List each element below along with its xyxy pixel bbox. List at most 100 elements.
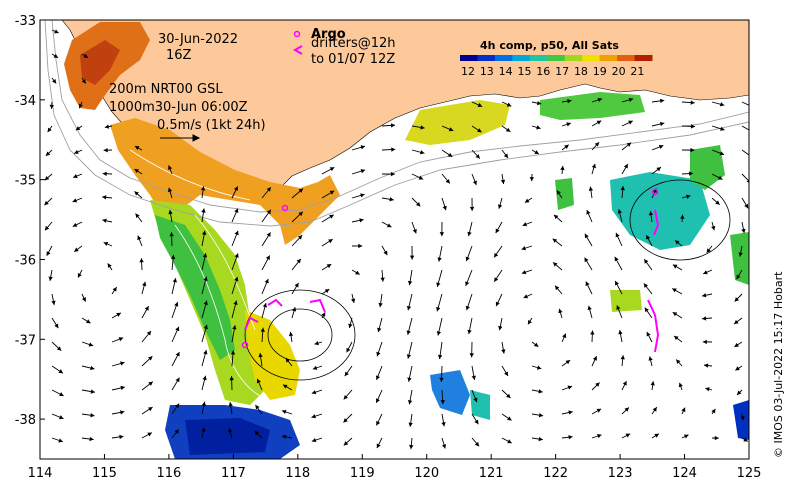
current-arrow — [529, 173, 535, 182]
current-arrow — [527, 317, 533, 325]
current-arrow — [134, 191, 143, 199]
current-arrow — [678, 382, 683, 391]
current-arrow — [590, 330, 595, 343]
current-arrow — [493, 245, 503, 258]
current-arrow — [321, 238, 333, 247]
current-arrow — [523, 293, 533, 299]
contour-200m — [51, 20, 749, 213]
sst-patch-northwest-inner — [80, 40, 120, 85]
current-arrow — [72, 221, 83, 227]
current-arrow — [81, 436, 94, 442]
current-arrow — [531, 389, 543, 394]
sst-patch-eddy-yellow — [245, 310, 300, 400]
current-arrow — [200, 186, 206, 199]
current-arrow — [321, 190, 335, 199]
current-arrow — [437, 341, 443, 360]
current-arrow — [137, 235, 143, 247]
sst-patch-mid-coast — [405, 100, 510, 145]
current-arrow — [741, 173, 749, 183]
current-arrow — [436, 293, 443, 312]
current-arrow — [531, 125, 541, 130]
x-tick-label: 116 — [156, 466, 181, 481]
current-arrow — [439, 365, 444, 382]
current-arrow — [467, 317, 473, 335]
current-arrow — [103, 241, 113, 247]
current-arrow — [591, 408, 602, 415]
current-arrow — [621, 407, 630, 415]
current-arrow — [701, 293, 713, 298]
argo-float-marker — [241, 341, 249, 349]
current-arrow — [261, 278, 269, 295]
colorbar-title: 4h comp, p50, All Sats — [480, 39, 619, 52]
sst-patch-south-mid — [430, 370, 470, 415]
drifter-track — [267, 298, 283, 307]
current-arrow — [51, 53, 59, 59]
current-arrow — [228, 402, 233, 415]
current-arrow — [51, 365, 64, 374]
current-arrow — [531, 365, 542, 370]
current-arrow — [617, 209, 623, 223]
current-arrow — [558, 308, 563, 319]
current-arrow — [170, 254, 176, 271]
sst-patch-east-cyan — [610, 172, 710, 250]
current-arrow — [531, 149, 540, 155]
current-arrow — [646, 331, 653, 343]
current-arrow — [256, 378, 263, 391]
current-arrow — [411, 197, 421, 207]
x-tick-label: 117 — [221, 466, 246, 481]
current-arrow — [651, 406, 658, 415]
current-arrow — [561, 435, 573, 440]
current-arrow — [681, 171, 694, 176]
x-tick-label: 115 — [92, 466, 117, 481]
current-arrow — [501, 437, 512, 444]
current-arrow — [621, 97, 634, 103]
current-arrow — [321, 166, 335, 175]
current-arrow — [171, 351, 180, 367]
sst-patch-east-small — [610, 290, 642, 312]
current-arrow — [736, 269, 743, 280]
drifter-tracks — [244, 209, 660, 353]
sst-patch-east-green — [690, 145, 725, 190]
current-arrow — [134, 145, 143, 151]
current-arrow — [141, 330, 152, 343]
current-arrow — [703, 269, 713, 275]
current-arrow — [51, 293, 56, 306]
current-arrow — [498, 317, 503, 331]
current-arrow — [409, 245, 415, 260]
current-arrow — [44, 197, 53, 206]
colorbar-swatch — [494, 55, 513, 61]
current-arrow — [231, 300, 238, 319]
current-arrow — [643, 283, 653, 295]
sst-patch-leeuwin-green — [155, 215, 235, 360]
drifter-track — [309, 298, 326, 313]
current-arrow — [321, 312, 326, 319]
sst-patch-east-coast — [540, 92, 645, 120]
current-arrow — [75, 125, 83, 131]
current-arrow — [311, 413, 323, 419]
drifter-track — [647, 299, 660, 353]
current-arrow — [561, 98, 572, 104]
current-arrow — [351, 243, 363, 249]
current-arrow — [81, 389, 95, 394]
current-arrow — [407, 269, 413, 286]
colorbar-swatch — [529, 55, 548, 61]
current-arrow — [614, 280, 623, 295]
current-arrow — [441, 173, 451, 184]
eddy-rings — [244, 179, 731, 381]
current-arrow — [44, 221, 53, 231]
current-arrow — [255, 404, 263, 415]
current-arrow — [650, 381, 655, 391]
current-arrow — [407, 389, 413, 405]
colorbar-swatch — [634, 55, 653, 61]
current-arrow — [501, 413, 512, 421]
current-arrow — [201, 427, 206, 439]
current-arrow — [711, 149, 725, 156]
isotherm — [174, 224, 271, 401]
current-arrow — [381, 147, 396, 152]
current-arrow — [376, 413, 383, 426]
current-arrow — [111, 361, 125, 367]
current-arrow — [261, 255, 271, 271]
eddy-ring — [629, 179, 731, 261]
sst-patch-mid-green — [555, 178, 574, 210]
current-arrow — [465, 245, 473, 262]
